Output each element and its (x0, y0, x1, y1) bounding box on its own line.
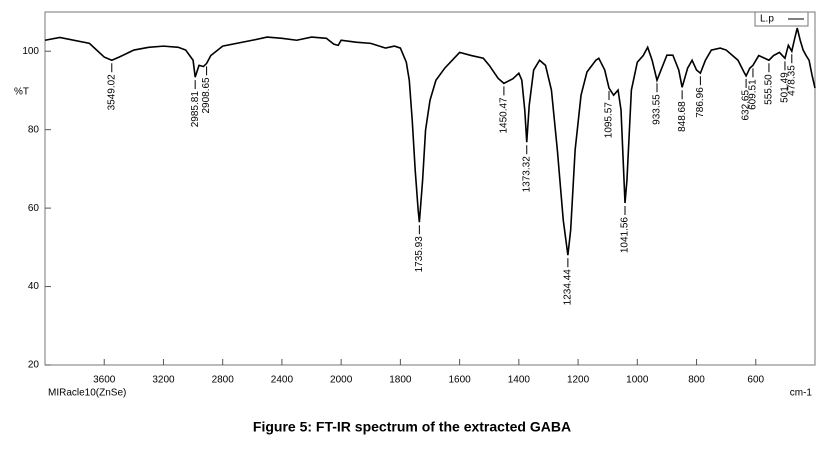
peak-label: 1735.93 (414, 236, 425, 273)
peak-label: 1041.56 (620, 217, 631, 254)
x-tick-label: 2400 (271, 375, 294, 386)
x-tick-label: 800 (688, 375, 705, 386)
peak-label: 933.55 (652, 94, 663, 125)
legend (754, 11, 809, 27)
peak-label: 478.35 (786, 65, 797, 96)
x-axis-label: cm-1 (790, 388, 813, 399)
y-tick-label: 60 (28, 203, 40, 214)
x-tick-label: 1600 (448, 375, 471, 386)
peak-label: 609.51 (748, 79, 759, 110)
peak-label: 1450.47 (499, 97, 510, 134)
peak-label: 1095.57 (604, 102, 615, 139)
x-tick-label: 3600 (93, 375, 116, 386)
x-tick-label: 3200 (152, 375, 175, 386)
legend-label: L.p (760, 14, 774, 25)
peak-label: 501.49 (780, 72, 791, 103)
y-axis-label: %T (14, 87, 29, 98)
peak-label: 1373.32 (521, 156, 532, 193)
x-tick-label: 1400 (508, 375, 531, 386)
x-tick-label: 1200 (567, 375, 590, 386)
y-tick-label: 40 (28, 281, 40, 292)
y-tick-label: 100 (22, 46, 39, 57)
x-tick-label: 600 (747, 375, 764, 386)
peak-label: 786.96 (695, 87, 706, 118)
spectrum-line (44, 27, 816, 256)
x-tick-label: 2800 (212, 375, 235, 386)
peak-label: 2908.65 (201, 77, 212, 114)
peak-label: 632.65 (741, 90, 752, 121)
x-tick-label: 2000 (330, 375, 353, 386)
instrument-label: MIRacle10(ZnSe) (48, 388, 126, 399)
plot-frame (44, 11, 816, 366)
caption: Figure 5: FT-IR spectrum of the extracte… (253, 419, 571, 435)
x-tick-label: 1000 (626, 375, 649, 386)
peak-label: 1234.44 (563, 269, 574, 306)
peak-label: 3549.02 (106, 74, 117, 111)
x-tick-label: 1800 (389, 375, 412, 386)
y-tick-label: 20 (28, 360, 40, 371)
peak-label: 555.50 (764, 74, 775, 105)
peak-label: 2985.81 (190, 91, 201, 128)
y-tick-label: 80 (28, 124, 40, 135)
peak-label: 848.68 (677, 101, 688, 132)
